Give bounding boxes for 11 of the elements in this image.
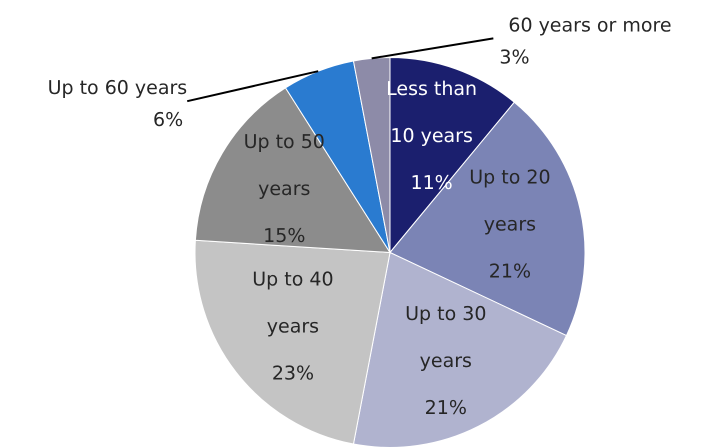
slice-label: Up to 60 years	[48, 77, 188, 100]
data-label: 21%	[488, 260, 532, 283]
data-label: 21%	[424, 396, 467, 419]
data-label: 3%	[499, 46, 530, 68]
data-label: 15%	[263, 224, 306, 247]
category-label: Up to 40 years	[252, 268, 334, 338]
data-label: 23%	[272, 362, 314, 385]
category-label: Up to 30 years	[405, 302, 486, 372]
data-label: 6%	[153, 109, 184, 132]
slice-label: 60 years or more	[508, 14, 672, 36]
category-label: Up to 20 years	[469, 166, 551, 236]
